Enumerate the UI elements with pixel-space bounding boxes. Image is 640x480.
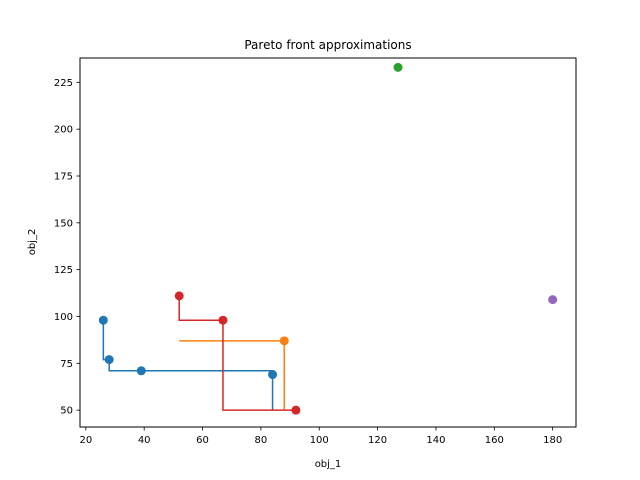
x-tick-label: 80 [255, 435, 268, 446]
x-tick-label: 40 [138, 435, 151, 446]
x-tick-label: 140 [426, 435, 445, 446]
x-tick-label: 160 [485, 435, 504, 446]
series-1-point-2 [104, 355, 114, 365]
y-tick-label: 75 [60, 359, 73, 370]
series-4-point-2 [218, 315, 228, 325]
series-4-point-1 [174, 291, 184, 301]
series-1-point-4 [268, 370, 278, 380]
series-1-point-1 [98, 315, 108, 325]
series-1-point-3 [136, 366, 146, 376]
x-axis-ticks: 20 40 60 80 100 120 140 160 180 [79, 427, 562, 446]
series-3-point-1 [393, 62, 403, 72]
y-tick-label: 50 [60, 406, 73, 417]
plot-frame [79, 57, 577, 428]
chart-title: Pareto front approximations [244, 38, 411, 52]
y-tick-label: 175 [54, 172, 73, 183]
y-axis-ticks: 50 75 100 125 150 175 200 225 [54, 78, 80, 417]
x-tick-label: 100 [310, 435, 329, 446]
x-tick-label: 180 [543, 435, 562, 446]
y-tick-label: 125 [54, 265, 73, 276]
y-tick-label: 150 [54, 218, 73, 229]
x-axis-label: obj_1 [315, 459, 342, 470]
x-tick-label: 20 [79, 435, 92, 446]
series-2-point-1 [279, 336, 289, 346]
x-tick-label: 60 [196, 435, 209, 446]
series-4-point-3 [291, 405, 301, 415]
y-tick-label: 225 [54, 78, 73, 89]
x-tick-label: 120 [368, 435, 387, 446]
y-tick-label: 200 [54, 125, 73, 136]
y-tick-label: 100 [54, 312, 73, 323]
series-5-point-1 [548, 295, 558, 305]
y-axis-label: obj_2 [27, 229, 38, 256]
data-points [98, 62, 558, 415]
